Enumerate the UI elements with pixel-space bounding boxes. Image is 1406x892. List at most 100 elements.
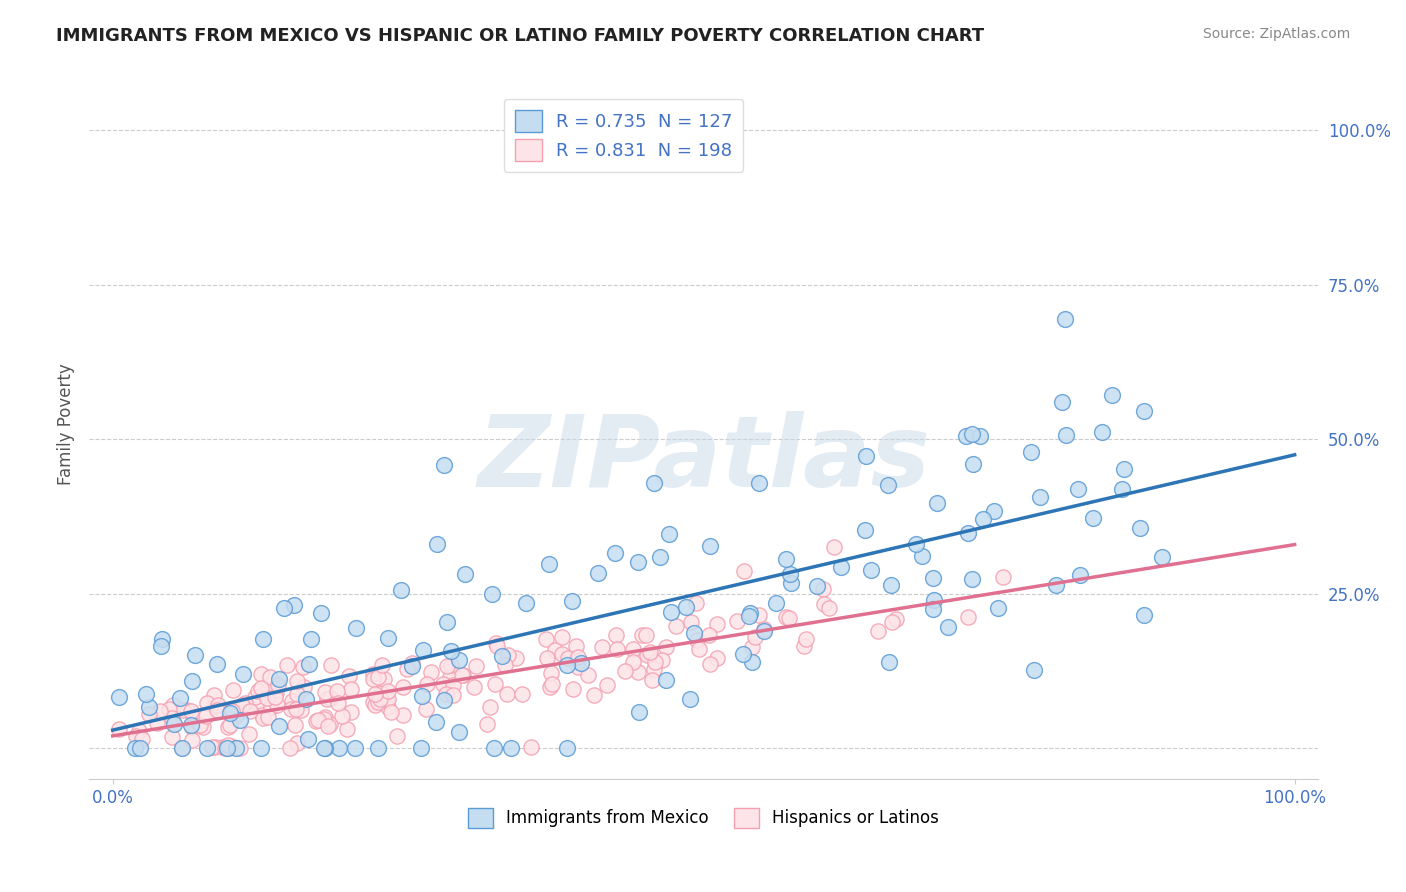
Point bbox=[363, 672, 385, 686]
Point bbox=[557, 650, 579, 665]
Point bbox=[685, 596, 707, 610]
Point bbox=[436, 615, 458, 630]
Point bbox=[231, 700, 253, 714]
Point bbox=[1050, 395, 1073, 409]
Point bbox=[960, 426, 983, 441]
Point bbox=[679, 691, 702, 706]
Y-axis label: Family Poverty: Family Poverty bbox=[58, 363, 75, 484]
Point bbox=[830, 560, 852, 574]
Point bbox=[699, 657, 721, 672]
Point bbox=[738, 607, 761, 621]
Point bbox=[336, 722, 359, 736]
Point bbox=[260, 700, 283, 714]
Point bbox=[107, 690, 129, 704]
Point bbox=[567, 650, 589, 665]
Point bbox=[391, 680, 413, 694]
Point bbox=[439, 670, 461, 684]
Point bbox=[396, 662, 419, 676]
Point bbox=[683, 625, 706, 640]
Point bbox=[436, 659, 458, 673]
Point bbox=[1133, 608, 1156, 623]
Point bbox=[655, 673, 678, 687]
Point bbox=[211, 740, 233, 755]
Point bbox=[796, 632, 818, 646]
Point bbox=[675, 600, 697, 615]
Point bbox=[108, 723, 131, 737]
Point bbox=[217, 738, 239, 752]
Point bbox=[775, 610, 797, 624]
Point bbox=[485, 639, 508, 653]
Point bbox=[256, 690, 278, 705]
Point bbox=[658, 526, 681, 541]
Point bbox=[128, 741, 150, 756]
Point bbox=[1133, 403, 1156, 417]
Point bbox=[880, 577, 903, 591]
Point bbox=[793, 640, 815, 654]
Point bbox=[319, 717, 342, 731]
Point bbox=[866, 624, 889, 638]
Point bbox=[1112, 461, 1135, 475]
Point bbox=[440, 644, 463, 658]
Point bbox=[221, 702, 243, 716]
Text: ZIPatlas: ZIPatlas bbox=[477, 410, 931, 508]
Point bbox=[368, 691, 391, 706]
Point bbox=[252, 711, 274, 725]
Point bbox=[972, 512, 994, 526]
Point bbox=[267, 673, 290, 687]
Point bbox=[135, 687, 157, 701]
Point bbox=[229, 741, 252, 756]
Point bbox=[409, 741, 432, 756]
Point bbox=[463, 681, 485, 695]
Point bbox=[738, 609, 761, 624]
Point bbox=[1129, 521, 1152, 535]
Point bbox=[725, 614, 748, 628]
Point bbox=[415, 702, 437, 716]
Point bbox=[481, 587, 503, 601]
Point bbox=[326, 684, 349, 698]
Point bbox=[298, 657, 321, 671]
Point bbox=[169, 691, 191, 706]
Point bbox=[124, 741, 146, 756]
Point bbox=[586, 566, 609, 580]
Point bbox=[285, 687, 308, 701]
Point bbox=[962, 457, 984, 471]
Point bbox=[412, 643, 434, 657]
Point bbox=[432, 677, 454, 691]
Point bbox=[765, 596, 787, 610]
Point bbox=[1019, 445, 1042, 459]
Point bbox=[235, 696, 257, 710]
Point bbox=[157, 701, 180, 715]
Point bbox=[855, 449, 877, 463]
Point bbox=[631, 628, 654, 642]
Point bbox=[377, 692, 399, 706]
Point bbox=[1045, 577, 1067, 591]
Point bbox=[416, 676, 439, 690]
Point bbox=[204, 699, 226, 714]
Point bbox=[752, 624, 775, 639]
Point bbox=[267, 677, 290, 691]
Point bbox=[181, 718, 204, 732]
Point bbox=[425, 715, 447, 730]
Point bbox=[229, 714, 252, 728]
Point bbox=[285, 736, 308, 750]
Point bbox=[880, 615, 903, 629]
Point bbox=[285, 702, 308, 716]
Point bbox=[205, 657, 228, 671]
Point bbox=[454, 567, 477, 582]
Point bbox=[195, 696, 218, 710]
Point bbox=[576, 668, 599, 682]
Point bbox=[603, 546, 626, 560]
Point bbox=[1053, 311, 1076, 326]
Point bbox=[183, 648, 205, 662]
Point bbox=[681, 615, 703, 629]
Point bbox=[124, 730, 146, 744]
Point bbox=[853, 523, 876, 537]
Point bbox=[375, 693, 398, 707]
Point bbox=[180, 718, 202, 732]
Point bbox=[371, 658, 394, 673]
Point bbox=[477, 716, 499, 731]
Point bbox=[328, 741, 350, 756]
Point bbox=[733, 564, 755, 578]
Text: IMMIGRANTS FROM MEXICO VS HISPANIC OR LATINO FAMILY POVERTY CORRELATION CHART: IMMIGRANTS FROM MEXICO VS HISPANIC OR LA… bbox=[56, 27, 984, 45]
Point bbox=[465, 659, 488, 673]
